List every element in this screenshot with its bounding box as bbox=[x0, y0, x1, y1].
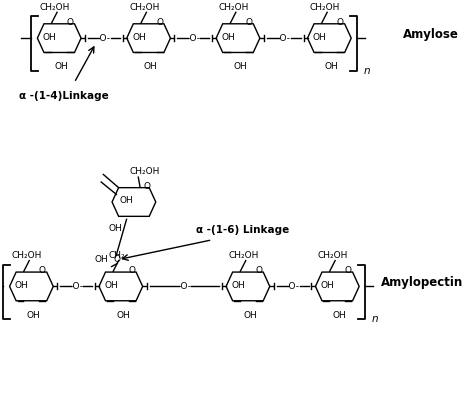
Text: O: O bbox=[67, 18, 73, 27]
Text: CH₂OH: CH₂OH bbox=[12, 251, 42, 260]
Text: OH: OH bbox=[233, 63, 247, 72]
Text: -O-: -O- bbox=[177, 282, 191, 291]
Text: OH: OH bbox=[109, 224, 122, 233]
Text: OH: OH bbox=[104, 281, 118, 290]
Text: Amylopectin: Amylopectin bbox=[381, 276, 464, 289]
Text: O: O bbox=[337, 18, 344, 27]
Text: OH: OH bbox=[94, 255, 108, 264]
Text: OH: OH bbox=[116, 311, 130, 320]
Text: OH: OH bbox=[321, 281, 335, 290]
Text: n: n bbox=[372, 314, 379, 324]
Text: -O-: -O- bbox=[97, 34, 111, 43]
Text: OH: OH bbox=[243, 311, 257, 320]
Text: OH: OH bbox=[119, 196, 133, 204]
Text: CH₂OH: CH₂OH bbox=[228, 251, 259, 260]
Text: O: O bbox=[114, 255, 120, 264]
Text: O: O bbox=[128, 266, 135, 275]
Text: -O-: -O- bbox=[186, 34, 201, 43]
Text: OH: OH bbox=[231, 281, 245, 290]
Text: O: O bbox=[255, 266, 262, 275]
Text: OH: OH bbox=[27, 311, 40, 320]
Text: OH: OH bbox=[15, 281, 29, 290]
Text: O: O bbox=[39, 266, 46, 275]
Text: CH₂OH: CH₂OH bbox=[129, 3, 159, 12]
Text: OH: OH bbox=[55, 63, 68, 72]
Text: CH₂OH: CH₂OH bbox=[40, 3, 70, 12]
Text: O: O bbox=[345, 266, 352, 275]
Text: CH₂: CH₂ bbox=[108, 251, 125, 260]
Text: -O-: -O- bbox=[286, 282, 300, 291]
Text: OH: OH bbox=[144, 63, 158, 72]
Text: O: O bbox=[246, 18, 253, 27]
Text: OH: OH bbox=[43, 33, 56, 42]
Text: -O-: -O- bbox=[277, 34, 291, 43]
Text: O: O bbox=[156, 18, 163, 27]
Text: CH₂OH: CH₂OH bbox=[219, 3, 249, 12]
Text: α -(1-4)Linkage: α -(1-4)Linkage bbox=[19, 91, 109, 101]
Text: CH₂OH: CH₂OH bbox=[130, 167, 160, 176]
Text: Amylose: Amylose bbox=[402, 28, 458, 41]
Text: O: O bbox=[144, 182, 151, 191]
Text: OH: OH bbox=[325, 63, 338, 72]
Text: CH₂OH: CH₂OH bbox=[318, 251, 348, 260]
Text: -O-: -O- bbox=[69, 282, 83, 291]
Text: n: n bbox=[364, 66, 371, 76]
Text: OH: OH bbox=[132, 33, 146, 42]
Text: α -(1-6) Linkage: α -(1-6) Linkage bbox=[196, 225, 289, 235]
Text: OH: OH bbox=[313, 33, 327, 42]
Text: OH: OH bbox=[221, 33, 235, 42]
Text: CH₂OH: CH₂OH bbox=[310, 3, 340, 12]
Text: OH: OH bbox=[333, 311, 346, 320]
